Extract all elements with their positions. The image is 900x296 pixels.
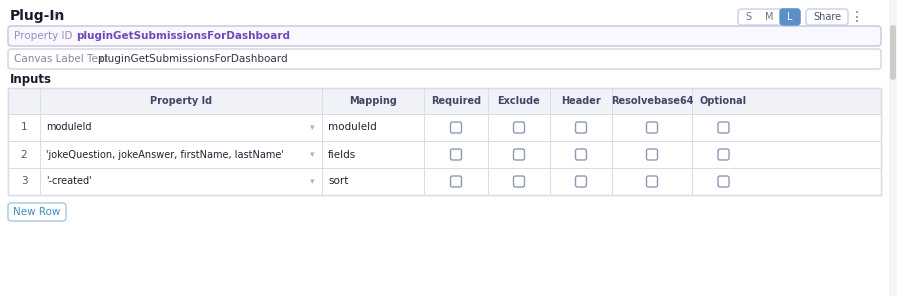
Text: ◇: ◇ [53,11,61,21]
FancyBboxPatch shape [738,9,800,25]
FancyBboxPatch shape [575,149,587,160]
Text: pluginGetSubmissionsForDashboard: pluginGetSubmissionsForDashboard [76,31,290,41]
FancyBboxPatch shape [8,203,66,221]
Text: sort: sort [328,176,348,186]
FancyBboxPatch shape [718,176,729,187]
Bar [889,0,897,296]
FancyBboxPatch shape [575,176,587,187]
Text: moduleId: moduleId [46,123,92,133]
Text: fields: fields [328,149,356,160]
Text: moduleId: moduleId [328,123,377,133]
Text: New Row: New Row [14,207,60,217]
FancyBboxPatch shape [8,26,881,46]
Text: Plug-In: Plug-In [10,9,66,23]
Text: ▾: ▾ [310,177,314,186]
FancyBboxPatch shape [514,122,525,133]
Text: ⋮: ⋮ [850,10,864,24]
Bar [8,88,881,114]
FancyBboxPatch shape [8,49,881,69]
Text: pluginGetSubmissionsForDashboard: pluginGetSubmissionsForDashboard [98,54,288,64]
Bar [8,88,881,195]
FancyBboxPatch shape [890,25,896,80]
FancyBboxPatch shape [646,149,658,160]
FancyBboxPatch shape [718,122,729,133]
FancyBboxPatch shape [514,149,525,160]
Bar [8,88,881,195]
Text: Share: Share [813,12,842,22]
Text: 2: 2 [21,149,27,160]
Text: '-created': '-created' [46,176,92,186]
FancyBboxPatch shape [806,9,848,25]
Text: Required: Required [431,96,482,106]
Text: Header: Header [561,96,601,106]
FancyBboxPatch shape [451,176,462,187]
Bar [8,168,881,195]
Text: M: M [765,12,773,22]
Text: Mapping: Mapping [349,96,397,106]
Bar [8,114,881,141]
Text: S: S [745,12,751,22]
FancyBboxPatch shape [514,176,525,187]
Text: Property Id: Property Id [150,96,212,106]
FancyBboxPatch shape [575,122,587,133]
Text: ▾: ▾ [310,123,314,132]
Text: Canvas Label Text: Canvas Label Text [14,54,108,64]
FancyBboxPatch shape [646,176,658,187]
Bar [8,141,881,168]
Text: 'jokeQuestion, jokeAnswer, firstName, lastName': 'jokeQuestion, jokeAnswer, firstName, la… [46,149,284,160]
Text: Property ID: Property ID [14,31,73,41]
FancyBboxPatch shape [780,9,800,25]
Text: Resolvebase64: Resolvebase64 [611,96,693,106]
FancyBboxPatch shape [646,122,658,133]
FancyBboxPatch shape [451,122,462,133]
Text: L: L [788,12,793,22]
Text: Exclude: Exclude [498,96,540,106]
Text: ▾: ▾ [310,150,314,159]
Text: 3: 3 [21,176,27,186]
FancyBboxPatch shape [718,149,729,160]
Text: Inputs: Inputs [10,73,52,86]
Text: Optional: Optional [700,96,747,106]
Text: 1: 1 [21,123,27,133]
FancyBboxPatch shape [451,149,462,160]
